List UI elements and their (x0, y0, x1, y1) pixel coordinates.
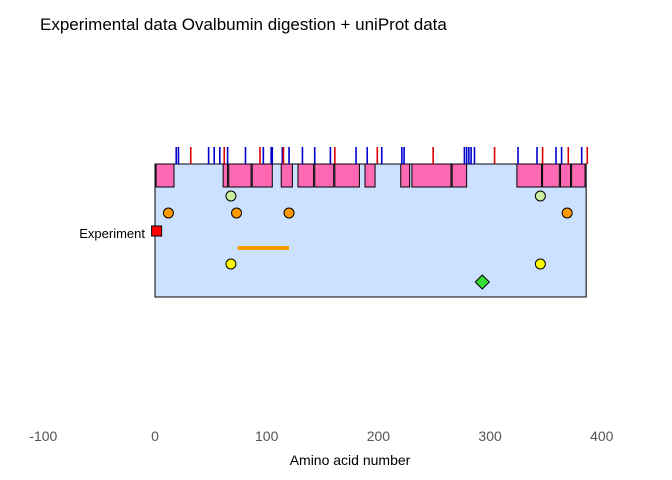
circle-point (231, 207, 243, 219)
x-tick-label: 300 (478, 428, 502, 444)
site-tick-layer (175, 147, 589, 164)
region-bar (334, 163, 360, 188)
point-layer (162, 190, 573, 290)
region-bar (251, 163, 273, 188)
x-axis-ticks: -100 0 100 200 300 400 (29, 428, 613, 444)
region-bar (400, 163, 411, 188)
x-tick-label: 400 (590, 428, 614, 444)
circle-point (283, 207, 295, 219)
region-bar (559, 163, 572, 188)
x-tick-label: -100 (29, 428, 57, 444)
x-tick-label: 100 (255, 428, 279, 444)
region-bar (228, 163, 252, 188)
region-bar (364, 163, 376, 188)
region-bar (314, 163, 335, 188)
circle-point (225, 190, 237, 202)
region-bar (516, 163, 542, 188)
chart-title: Experimental data Ovalbumin digestion + … (40, 15, 447, 34)
region-bar (297, 163, 315, 188)
diamond-point (474, 274, 490, 290)
circle-point (534, 190, 546, 202)
region-bar (222, 163, 229, 188)
circle-point (534, 258, 546, 270)
row-label: Experiment (79, 226, 145, 241)
circle-point (162, 207, 174, 219)
circle-point (561, 207, 573, 219)
region-bar (571, 163, 586, 188)
region-bar (280, 163, 293, 188)
region-bar (451, 163, 468, 188)
region-layer (155, 163, 586, 188)
region-bar (155, 163, 175, 188)
region-bar (411, 163, 452, 188)
x-axis-title: Amino acid number (290, 452, 411, 468)
circle-point (225, 258, 237, 270)
x-tick-label: 200 (367, 428, 391, 444)
x-tick-label: 0 (151, 428, 159, 444)
experiment-marker (151, 225, 163, 237)
region-bar (542, 163, 560, 188)
